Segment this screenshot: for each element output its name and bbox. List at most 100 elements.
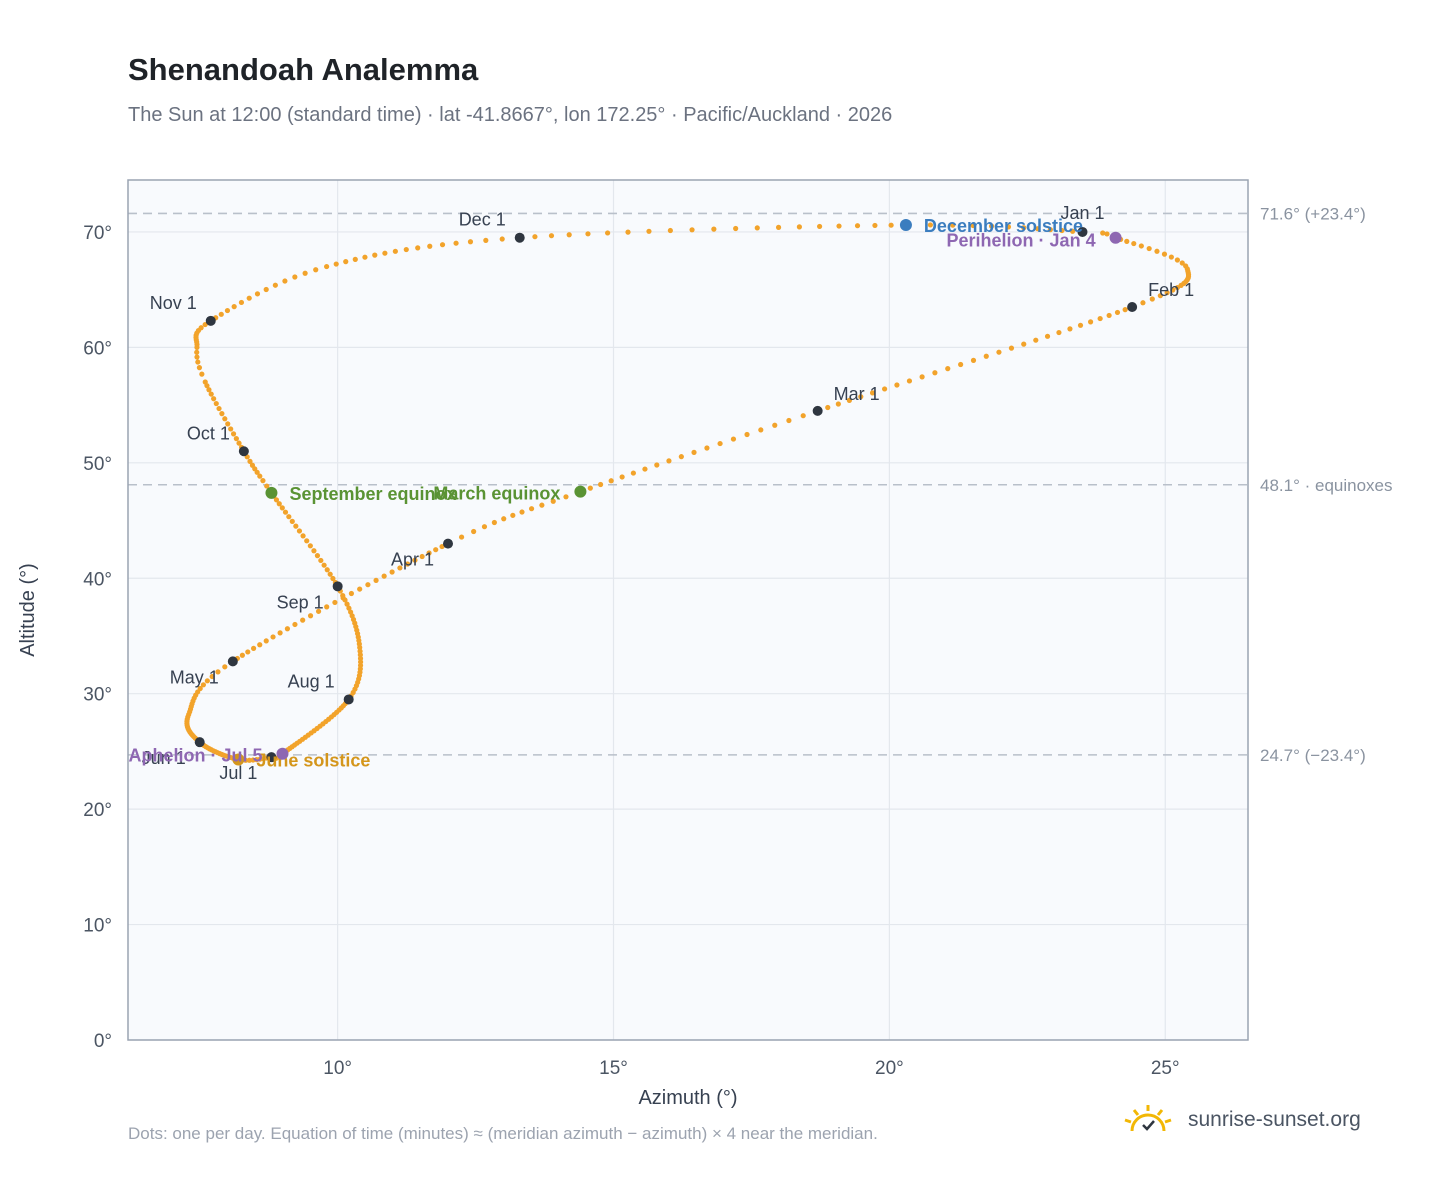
daily-sun-dot [717, 440, 723, 447]
daily-sun-dot [1005, 224, 1012, 230]
daily-sun-dot [646, 228, 652, 234]
daily-sun-dot [1164, 290, 1170, 296]
event-label: December solstice [924, 216, 1083, 236]
daily-sun-dot [491, 519, 497, 526]
daily-sun-dot [796, 224, 802, 230]
daily-sun-dot [357, 648, 363, 654]
daily-sun-dot [279, 505, 285, 511]
daily-sun-dot [800, 413, 806, 419]
daily-sun-dot [284, 626, 291, 632]
daily-sun-dot [1035, 226, 1041, 232]
daily-sun-dot [415, 245, 421, 251]
daily-sun-dot [282, 278, 288, 284]
daily-sun-dot [324, 604, 330, 610]
daily-sun-dot [216, 405, 222, 412]
daily-sun-dot [958, 361, 964, 368]
daily-sun-dot [381, 573, 387, 579]
daily-sun-dot [704, 445, 710, 451]
daily-sun-dot [499, 236, 505, 242]
daily-sun-dot [1087, 319, 1094, 325]
daily-sun-dot [257, 473, 263, 479]
daily-sun-dot [302, 270, 308, 276]
daily-sun-dot [365, 582, 371, 588]
daily-sun-dot [566, 232, 572, 238]
daily-sun-dot [1161, 251, 1168, 257]
daily-sun-dot [467, 239, 474, 245]
daily-sun-dot [236, 440, 242, 446]
daily-sun-dot [313, 267, 319, 273]
daily-sun-dot [245, 649, 251, 655]
daily-sun-dot [439, 242, 446, 248]
x-tick-label: 10° [323, 1058, 352, 1079]
daily-sun-dot [397, 565, 403, 571]
daily-sun-dot [307, 613, 314, 619]
daily-sun-dot [324, 263, 330, 270]
month-marker [227, 656, 238, 667]
daily-sun-dot [1146, 245, 1152, 252]
y-tick-label: 0° [94, 1031, 112, 1052]
daily-sun-dot [199, 371, 205, 377]
daily-sun-dot [209, 673, 215, 680]
month-label: Jan 1 [1060, 203, 1104, 223]
daily-sun-dot [330, 575, 336, 582]
month-marker [238, 446, 249, 457]
daily-sun-dot [654, 462, 660, 468]
daily-sun-dot [1070, 228, 1076, 234]
daily-sun-dot [744, 431, 750, 438]
reference-line-label: 48.1° · equinoxes [1260, 476, 1393, 495]
daily-sun-dot [307, 543, 313, 549]
daily-sun-dot [333, 261, 339, 267]
reference-line-label: 24.7° (−23.4°) [1260, 746, 1366, 765]
event-label: Aphelion · Jul 5 [128, 746, 262, 766]
month-marker [266, 752, 277, 763]
daily-sun-dot [894, 382, 900, 388]
daily-sun-dot [346, 605, 352, 611]
event-label: March equinox [433, 484, 560, 504]
daily-sun-dot [825, 404, 831, 411]
daily-sun-dot [218, 311, 224, 317]
daily-sun-dot [1124, 238, 1130, 244]
daily-sun-dot [689, 227, 695, 233]
daily-sun-dot [1149, 296, 1155, 302]
daily-sun-dot [1056, 329, 1062, 336]
daily-sun-dot [282, 509, 289, 515]
daily-sun-dot [1140, 300, 1146, 306]
daily-sun-dot [775, 224, 782, 230]
brand[interactable]: sunrise-sunset.org [1122, 1103, 1361, 1137]
daily-sun-dot [264, 483, 270, 489]
daily-sun-dot [846, 397, 852, 403]
daily-sun-dot [194, 349, 200, 355]
daily-sun-dot [458, 534, 465, 540]
month-label: Dec 1 [459, 210, 506, 230]
daily-sun-dot [630, 470, 636, 476]
plot-background [128, 180, 1248, 1040]
daily-sun-dot [296, 528, 303, 534]
month-label: Feb 1 [1148, 280, 1194, 300]
month-label: Aug 1 [288, 671, 335, 691]
daily-sun-dot [300, 617, 306, 623]
event-marker [899, 219, 912, 232]
month-label: Mar 1 [834, 384, 880, 404]
daily-sun-dot [321, 562, 327, 568]
daily-sun-dot [426, 550, 432, 556]
daily-sun-dot [1033, 337, 1039, 343]
daily-sun-dot [433, 547, 439, 553]
y-tick-label: 10° [83, 916, 112, 937]
x-tick-label: 25° [1151, 1058, 1180, 1079]
daily-sun-dot [550, 498, 556, 504]
month-marker [812, 405, 823, 416]
daily-sun-dot [263, 638, 269, 644]
daily-sun-dot [246, 295, 252, 301]
sun-logo-icon [1124, 1105, 1172, 1132]
daily-sun-dot [869, 390, 876, 396]
event-marker [232, 753, 245, 766]
daily-sun-dot [273, 497, 280, 503]
daily-sun-dot [194, 354, 200, 360]
event-label: September equinox [289, 484, 456, 504]
daily-sun-dot [989, 223, 995, 229]
chart-title: Shenandoah Analemma [128, 52, 479, 87]
y-tick-label: 30° [83, 685, 112, 706]
daily-sun-dot [1047, 227, 1053, 233]
month-label: Jun 1 [142, 748, 186, 768]
